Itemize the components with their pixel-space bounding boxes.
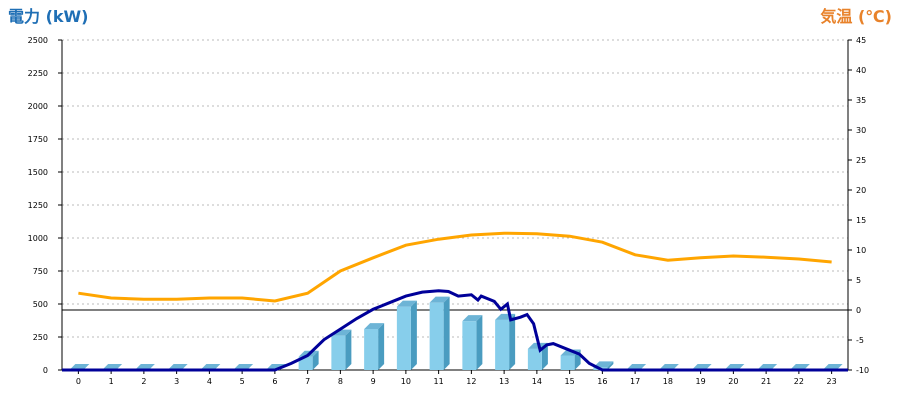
x-tick-label: 1 [109, 377, 114, 386]
bar-side [541, 342, 548, 370]
y2-tick-label: 40 [856, 66, 866, 75]
bar-side [443, 296, 450, 370]
x-tick-label: 14 [532, 377, 542, 386]
bar-side [607, 361, 614, 370]
x-tick-label: 19 [696, 377, 706, 386]
y2-tick-label: 5 [856, 276, 861, 285]
x-tick-label: 20 [728, 377, 738, 386]
y-tick-label: 0 [43, 366, 48, 375]
bar-top [364, 323, 385, 330]
y2-tick-label: 35 [856, 96, 866, 105]
x-tick-label: 4 [207, 377, 212, 386]
y2-tick-label: 10 [856, 246, 866, 255]
x-tick-label: 21 [761, 377, 771, 386]
temperature-line [78, 231, 832, 303]
bar [364, 323, 385, 370]
y-tick-label: 1250 [28, 201, 48, 210]
y2-tick-label: -10 [856, 366, 869, 375]
bar-side [345, 329, 352, 370]
x-tick-label: 11 [434, 377, 444, 386]
bar [462, 315, 483, 370]
y-tick-label: 1500 [28, 168, 48, 177]
bar [495, 313, 516, 370]
bar-top [462, 315, 483, 322]
bar-side [476, 315, 483, 370]
y2-tick-label: 45 [856, 36, 866, 45]
bar-top [429, 296, 450, 303]
x-tick-label: 23 [827, 377, 837, 386]
bar-top [396, 300, 417, 307]
y2-tick-label: -5 [856, 336, 864, 345]
x-tick-label: 16 [597, 377, 607, 386]
y2-tick-label: 30 [856, 126, 866, 135]
bar-front [364, 329, 379, 370]
x-tick-label: 22 [794, 377, 804, 386]
x-tick-label: 7 [305, 377, 310, 386]
bar [298, 350, 319, 370]
y-tick-label: 2500 [28, 36, 48, 45]
x-tick-label: 6 [272, 377, 277, 386]
y2-tick-label: 25 [856, 156, 866, 165]
x-tick-label: 17 [630, 377, 640, 386]
x-tick-label: 12 [466, 377, 476, 386]
y2-axis-title: 気温 (℃) [820, 7, 892, 26]
bar-front [527, 348, 542, 370]
y-tick-label: 500 [33, 300, 48, 309]
x-tick-label: 9 [371, 377, 376, 386]
bar-front [429, 302, 444, 370]
x-tick-label: 10 [401, 377, 411, 386]
x-tick-label: 15 [565, 377, 575, 386]
y2-tick-label: 0 [856, 306, 861, 315]
bar-front [396, 306, 411, 370]
y-tick-label: 1750 [28, 135, 48, 144]
x-tick-label: 2 [141, 377, 146, 386]
x-tick-label: 13 [499, 377, 509, 386]
x-tick-label: 18 [663, 377, 673, 386]
bar-side [410, 300, 417, 370]
x-tick-label: 8 [338, 377, 343, 386]
bar-side [378, 323, 385, 370]
bar-front [560, 355, 575, 370]
y2-tick-label: 15 [856, 216, 866, 225]
power-line [62, 289, 848, 372]
y-tick-label: 750 [33, 267, 48, 276]
bar-front [462, 321, 477, 370]
x-tick-label: 0 [76, 377, 81, 386]
y-tick-label: 2250 [28, 69, 48, 78]
bar [331, 329, 352, 370]
bar-front [298, 356, 313, 370]
bar-front [495, 319, 510, 370]
bar-top [593, 361, 614, 368]
x-tick-label: 3 [174, 377, 179, 386]
y-axis-title: 電力 (kW) [8, 7, 89, 26]
y-tick-label: 250 [33, 333, 48, 342]
bar [396, 300, 417, 370]
bar-side [509, 313, 516, 370]
bar [429, 296, 450, 370]
y2-tick-label: 20 [856, 186, 866, 195]
y-tick-label: 2000 [28, 102, 48, 111]
bar-front [331, 335, 346, 370]
bar-side [312, 350, 319, 370]
y-tick-label: 1000 [28, 234, 48, 243]
x-tick-label: 5 [240, 377, 245, 386]
